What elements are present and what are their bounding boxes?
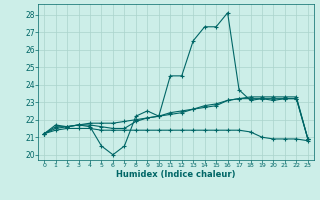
X-axis label: Humidex (Indice chaleur): Humidex (Indice chaleur) [116, 170, 236, 179]
